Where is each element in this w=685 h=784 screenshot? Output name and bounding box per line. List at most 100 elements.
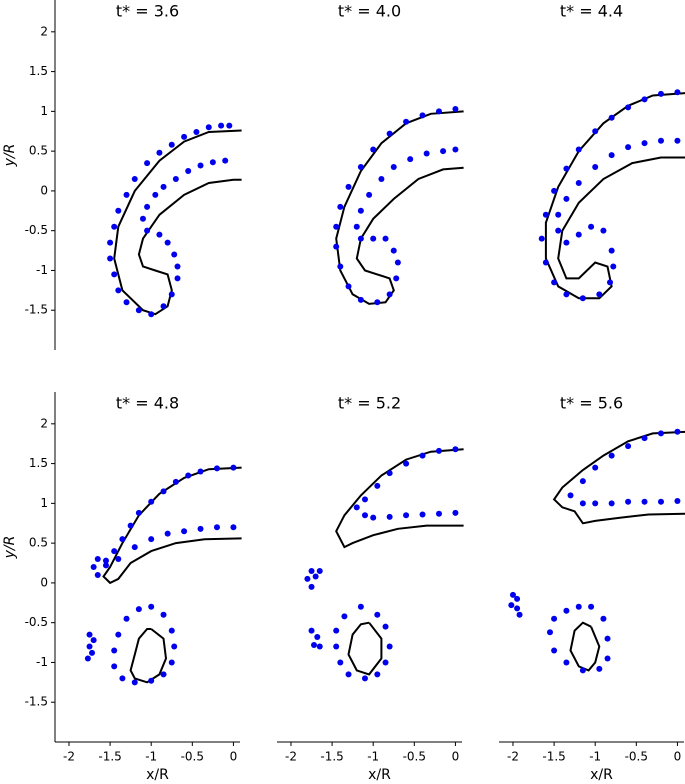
x-tick-label: 0: [230, 750, 238, 764]
point: [563, 659, 570, 666]
point: [600, 227, 607, 234]
point: [357, 207, 364, 214]
point: [563, 291, 570, 298]
point: [419, 511, 426, 518]
point: [575, 231, 582, 238]
point: [555, 211, 562, 218]
point: [592, 164, 599, 171]
point: [361, 496, 368, 503]
point: [115, 287, 122, 294]
point: [657, 90, 664, 97]
point: [440, 148, 447, 155]
point: [160, 488, 167, 495]
point: [386, 513, 393, 520]
point: [452, 509, 459, 516]
point: [608, 247, 615, 254]
point: [435, 510, 442, 517]
point: [115, 631, 122, 638]
point: [596, 291, 603, 298]
point: [333, 643, 340, 650]
point: [333, 223, 340, 230]
point: [94, 571, 101, 578]
point: [514, 605, 521, 612]
point: [148, 498, 155, 505]
point: [160, 611, 167, 618]
point: [230, 464, 237, 471]
point: [312, 573, 319, 580]
point: [144, 227, 151, 234]
x-tick-label: -0.5: [625, 750, 648, 764]
point: [127, 522, 134, 529]
point: [579, 478, 586, 485]
point: [588, 223, 595, 230]
point: [345, 671, 352, 678]
point: [567, 492, 574, 499]
point: [423, 150, 430, 157]
panel-title: t* = 4.0: [338, 2, 401, 21]
point: [596, 665, 603, 672]
x-tick-label: -2: [285, 750, 297, 764]
point: [366, 191, 373, 198]
point: [308, 583, 315, 590]
point: [592, 500, 599, 507]
point: [575, 146, 582, 153]
point: [608, 500, 615, 507]
point: [641, 140, 648, 147]
point: [575, 179, 582, 186]
point: [542, 211, 549, 218]
point: [551, 615, 558, 622]
x-axis-label: x/R: [146, 767, 169, 783]
point: [139, 215, 146, 222]
point: [102, 562, 109, 569]
x-axis-label: x/R: [368, 767, 391, 783]
point: [370, 514, 377, 521]
point: [508, 602, 515, 609]
point: [168, 659, 175, 666]
point: [131, 544, 138, 551]
y-tick-label: 2: [40, 416, 48, 430]
point: [382, 659, 389, 666]
point: [314, 634, 321, 640]
panel-title: t* = 3.6: [116, 2, 179, 21]
point: [168, 627, 175, 634]
point: [575, 603, 582, 610]
point: [625, 144, 632, 151]
point: [171, 643, 178, 650]
point: [222, 157, 229, 164]
point: [152, 191, 159, 198]
point: [115, 207, 122, 214]
point: [107, 239, 114, 246]
point: [86, 631, 93, 638]
x-tick-label: -1: [589, 750, 601, 764]
point: [625, 104, 632, 111]
point: [148, 536, 155, 543]
curve: [113, 129, 242, 316]
point: [230, 524, 237, 531]
point: [123, 299, 130, 306]
point: [164, 239, 171, 246]
point: [516, 611, 523, 618]
point: [374, 671, 381, 678]
point: [563, 165, 570, 172]
point: [119, 536, 126, 543]
point: [608, 152, 615, 159]
point: [144, 160, 151, 167]
point: [107, 255, 114, 262]
point: [333, 243, 340, 250]
y-tick-label: 2: [40, 24, 48, 38]
point: [370, 235, 377, 242]
point: [172, 175, 179, 182]
point: [168, 141, 175, 148]
point: [563, 195, 570, 202]
point: [386, 643, 393, 650]
y-tick-label: 0.5: [29, 536, 48, 550]
point: [90, 637, 97, 644]
x-tick-label: -2: [63, 750, 75, 764]
point: [452, 146, 459, 153]
point: [579, 667, 586, 674]
point: [160, 183, 167, 190]
point: [674, 137, 681, 144]
point: [156, 149, 163, 156]
point: [390, 164, 397, 171]
point: [607, 279, 613, 286]
